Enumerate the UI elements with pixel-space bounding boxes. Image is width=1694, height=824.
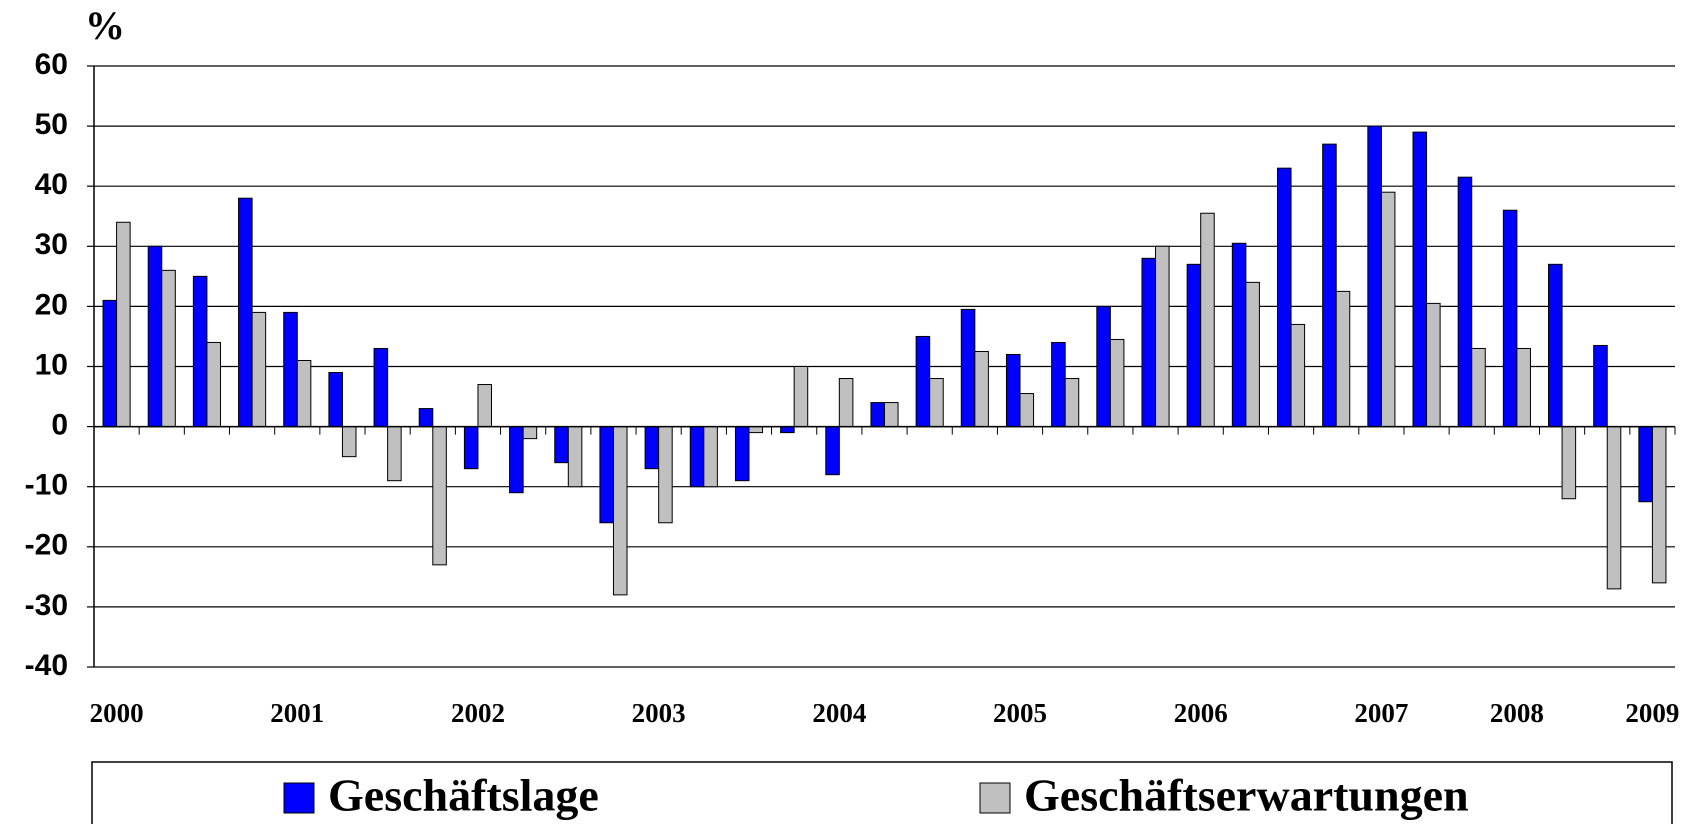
bar: [1606, 426, 1622, 590]
x-tick-label: 2002: [451, 698, 505, 728]
bar: [1200, 212, 1215, 428]
legend-label: Geschäftserwartungen: [1024, 770, 1469, 821]
bar: [1051, 341, 1066, 428]
bar: [884, 402, 899, 428]
bar: [1005, 353, 1021, 428]
bar: [1064, 378, 1080, 428]
bar: [780, 426, 795, 434]
bar: [283, 311, 298, 428]
y-tick-label: -40: [25, 649, 68, 682]
bar: [296, 359, 312, 428]
bar: [599, 426, 614, 524]
bar: [1638, 426, 1653, 503]
x-tick-label: 2006: [1174, 698, 1228, 728]
bar: [1245, 281, 1260, 428]
bar: [1412, 131, 1428, 428]
bar: [567, 426, 583, 488]
y-tick-label: 50: [35, 108, 68, 141]
bar: [1322, 143, 1337, 428]
bar: [1155, 245, 1170, 428]
x-tick-label: 2004: [812, 698, 866, 728]
bar: [116, 221, 131, 428]
bar: [1502, 209, 1518, 428]
legend-label: Geschäftslage: [328, 770, 599, 821]
bar: [929, 378, 944, 428]
y-tick-label: 10: [35, 348, 68, 381]
bar: [251, 311, 267, 428]
y-tick-label: 40: [35, 168, 68, 201]
x-tick-label: 2003: [632, 698, 686, 728]
bar: [192, 275, 208, 428]
bar: [974, 350, 989, 428]
bar: [206, 341, 221, 428]
legend-swatch: [979, 782, 1011, 814]
bar: [1548, 263, 1563, 428]
bar: [328, 372, 343, 428]
bar: [734, 426, 750, 482]
x-tick-label: 2001: [270, 698, 324, 728]
bar: [418, 408, 434, 428]
bar: [1516, 347, 1531, 428]
bar: [554, 426, 569, 464]
bar: [147, 245, 163, 428]
bar: [748, 426, 764, 434]
bar: [960, 308, 976, 428]
bar: [1335, 290, 1351, 428]
bar: [1019, 393, 1035, 428]
y-tick-label: 20: [35, 288, 68, 321]
bar: [644, 426, 660, 470]
bar: [689, 426, 705, 488]
bar: [703, 426, 718, 488]
bar: [387, 426, 402, 482]
bar: [373, 347, 389, 428]
bar: [477, 384, 493, 428]
bar: [825, 426, 840, 476]
bar: [1471, 347, 1486, 428]
bar: [658, 426, 673, 524]
x-tick-label: 2007: [1354, 698, 1408, 728]
bar: [1561, 426, 1577, 500]
bar: [1457, 176, 1473, 428]
y-axis-label: %: [85, 3, 125, 48]
x-tick-label: 2000: [90, 698, 144, 728]
bar: [463, 426, 479, 470]
bar: [432, 426, 447, 566]
legend-swatch: [283, 782, 315, 814]
bar: [341, 426, 357, 458]
bar: [1426, 302, 1441, 428]
bar: [915, 335, 931, 428]
bar: [161, 269, 176, 428]
bar: [1290, 323, 1306, 428]
bar: [238, 197, 253, 428]
bar: [1276, 167, 1292, 428]
bar: [1141, 257, 1157, 428]
bar: [102, 299, 118, 428]
y-tick-label: 30: [35, 228, 68, 261]
bar: [509, 426, 524, 494]
bar: [793, 366, 809, 428]
x-tick-label: 2009: [1625, 698, 1679, 728]
y-tick-label: -10: [25, 469, 68, 502]
bar: [1593, 344, 1608, 428]
legend-box: [91, 761, 1673, 824]
bar: [838, 378, 854, 428]
y-tick-label: 0: [51, 409, 68, 442]
bar: [1651, 426, 1667, 584]
y-tick-label: -30: [25, 589, 68, 622]
x-tick-label: 2008: [1490, 698, 1544, 728]
bar: [870, 402, 885, 428]
bar: [1380, 191, 1396, 428]
bar: [1186, 263, 1202, 428]
x-tick-label: 2005: [993, 698, 1047, 728]
bar: [1367, 125, 1382, 428]
bar: [1231, 242, 1247, 428]
bar: [522, 426, 538, 440]
y-tick-label: 60: [35, 48, 68, 81]
bar: [1096, 305, 1111, 428]
bar: [1109, 338, 1125, 428]
y-tick-label: -20: [25, 529, 68, 562]
bar: [612, 426, 628, 596]
